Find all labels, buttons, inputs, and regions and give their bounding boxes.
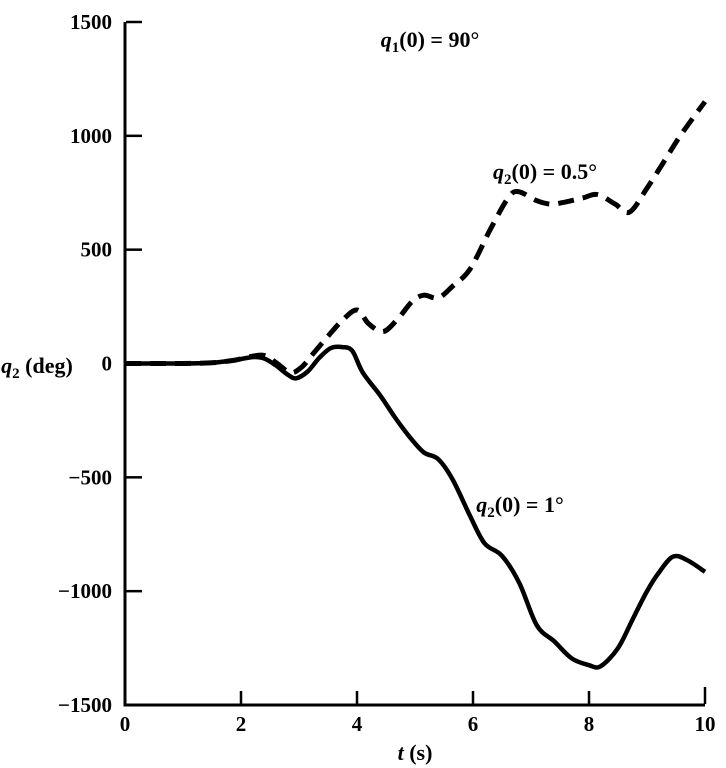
x-tick-label: 0 bbox=[120, 712, 131, 736]
x-tick-label: 4 bbox=[352, 712, 363, 736]
annotation-text-part: 2 bbox=[12, 366, 20, 382]
y-tick-label: 0 bbox=[102, 352, 113, 376]
annotation-text-part: 2 bbox=[504, 172, 512, 188]
initial-condition-q1-label: q1(0) = 90° bbox=[381, 27, 480, 56]
solid-curve bbox=[124, 344, 707, 670]
axes bbox=[123, 22, 705, 707]
annotation-text-part: (s) bbox=[404, 740, 433, 765]
annotation-text-part: (0) = 0.5° bbox=[512, 159, 598, 184]
annotation-text-part: (deg) bbox=[20, 353, 73, 378]
y-tick-label: 1000 bbox=[70, 124, 112, 148]
y-tick-label: −1500 bbox=[58, 693, 112, 717]
y-axis-label: q2 (deg) bbox=[1, 353, 73, 382]
y-tick-label: 1500 bbox=[70, 10, 112, 34]
y-tick-label: 500 bbox=[81, 238, 113, 262]
annotation-text-part: (0) = 1° bbox=[495, 492, 564, 517]
dashed-curve-label: q2(0) = 0.5° bbox=[493, 159, 597, 188]
annotation-text-part: q bbox=[493, 159, 504, 184]
annotation-text-part: t bbox=[398, 740, 405, 765]
y-tick-label: −1000 bbox=[58, 579, 112, 603]
annotation-text-part: 1 bbox=[392, 40, 400, 56]
annotation-text-part: q bbox=[1, 353, 12, 378]
dashed-curve bbox=[124, 100, 708, 376]
solid-curve-label: q2(0) = 1° bbox=[476, 492, 564, 521]
annotation-text-part: q bbox=[476, 492, 487, 517]
y-tick-label: −500 bbox=[69, 465, 112, 489]
x-axis-label: t (s) bbox=[398, 740, 433, 765]
x-tick-label: 8 bbox=[584, 712, 595, 736]
annotation-text-part: q bbox=[381, 27, 392, 52]
annotation-text-part: (0) = 90° bbox=[399, 27, 479, 52]
annotation-text-part: 2 bbox=[487, 505, 495, 521]
x-tick-label: 6 bbox=[468, 712, 479, 736]
x-tick-label: 2 bbox=[236, 712, 247, 736]
x-tick-label: 10 bbox=[695, 712, 716, 736]
